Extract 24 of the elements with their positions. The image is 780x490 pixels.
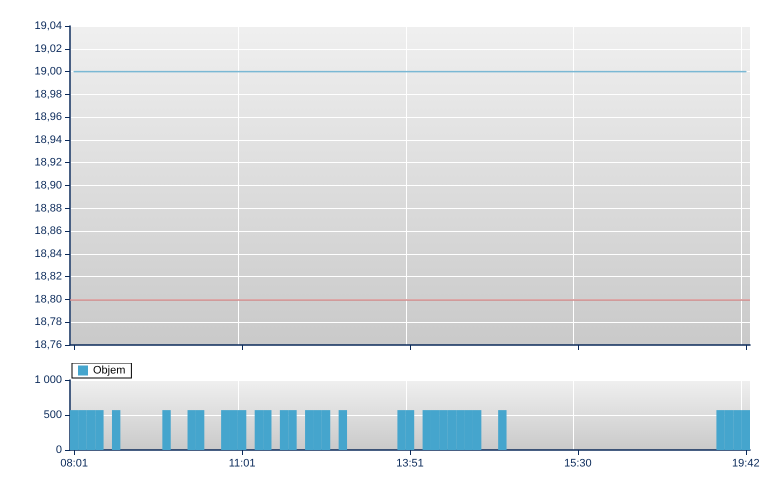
y-tick-label: 19,04 [34, 20, 62, 32]
y-tick-label: 1 000 [34, 374, 62, 386]
x-tick-label: 11:01 [228, 458, 256, 470]
y-tick-label: 19,02 [34, 42, 62, 55]
y-tick-label: 18,84 [34, 248, 62, 260]
y-tick-label: 500 [44, 409, 62, 421]
y-tick-label: 18,90 [34, 180, 62, 192]
y-tick-label: 19,00 [34, 66, 62, 78]
y-tick-label: 18,92 [34, 156, 62, 169]
x-tick-label: 13:51 [396, 458, 424, 470]
x-tick-label: 08:01 [60, 458, 88, 470]
y-tick-label: 0 [56, 444, 62, 456]
y-tick-label: 18,76 [34, 339, 62, 351]
y-tick-label: 18,94 [34, 134, 62, 146]
x-tick-label: 15:30 [564, 458, 592, 470]
legend-label: Objem [93, 364, 126, 376]
y-tick-label: 18,96 [34, 111, 62, 124]
y-tick-label: 18,82 [34, 270, 62, 283]
y-tick-label: 18,80 [34, 293, 62, 306]
y-tick-label: 18,78 [34, 316, 62, 328]
x-tick-label: 19:42 [732, 458, 760, 470]
y-tick-label: 18,86 [34, 225, 62, 238]
y-tick-label: 18,88 [34, 202, 62, 214]
y-tick-label: 18,98 [34, 88, 62, 100]
